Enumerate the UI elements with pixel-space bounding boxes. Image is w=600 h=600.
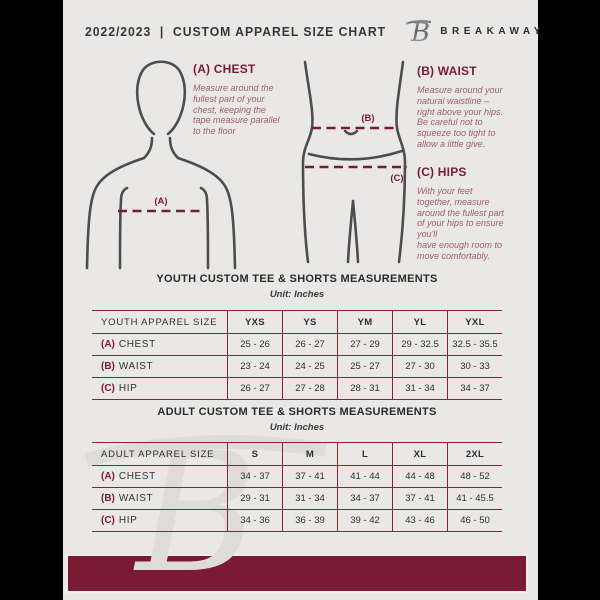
waist-heading: (B) WAIST <box>417 64 477 78</box>
waist-body-text: Measure around your natural waistline – … <box>417 85 504 149</box>
watermark-b-logo-icon: B <box>84 417 328 597</box>
youth-section-title: YOUTH CUSTOM TEE & SHORTS MEASUREMENTS <box>156 273 438 285</box>
page-title: 2022/2023 | CUSTOM APPAREL SIZE CHART <box>85 23 387 39</box>
chest-instruction: (A) CHEST Measure around the fullest par… <box>193 62 313 137</box>
chest-heading: (A) CHEST <box>193 62 256 76</box>
table-row: (C) HIP 26 - 27 27 - 28 28 - 31 31 - 34 3… <box>92 378 502 400</box>
table-row: (B) WAIST 29 - 31 31 - 34 34 - 37 37 - 41… <box>92 488 502 510</box>
right-shoulder-arm <box>176 156 237 270</box>
svg-text:B: B <box>410 18 430 46</box>
table-row: (C) HIP 34 - 36 36 - 39 39 - 42 43 - 46 4… <box>92 510 502 532</box>
waist-line-label: (B) <box>361 113 374 124</box>
hip-crease-line <box>307 149 404 161</box>
upper-body-figure: (A) <box>85 60 237 270</box>
youth-size-table: YOUTH APPAREL SIZE YXS YS YM YL YXL (A) C… <box>92 310 502 400</box>
document-header: 2022/2023 | CUSTOM APPAREL SIZE CHART B … <box>85 18 540 46</box>
navel-mark <box>343 129 359 136</box>
adult-size-table: ADULT APPAREL SIZE S M L XL 2XL (A) CHEST… <box>92 442 502 532</box>
chest-body-text: Measure around the fullest part of your … <box>193 83 280 137</box>
head-outline <box>135 60 187 136</box>
brand-name: BREAKAWAY <box>440 25 545 37</box>
footer-bar <box>66 554 528 593</box>
left-torso-leg <box>301 60 314 264</box>
waist-instruction: (B) WAIST Measure around your natural wa… <box>417 64 532 150</box>
chest-line-label: (A) <box>154 196 167 207</box>
brand-lockup: B BREAKAWAY <box>405 16 545 46</box>
lower-body-figure: (B) (C) <box>301 60 407 264</box>
breakaway-b-logo-icon: B <box>405 18 432 46</box>
adult-section-title: ADULT CUSTOM TEE & SHORTS MEASUREMENTS <box>157 406 437 418</box>
table-row: (A) CHEST 25 - 26 26 - 27 27 - 29 29 - 32… <box>92 334 502 356</box>
adult-unit-label: Unit: Inches <box>269 422 325 433</box>
youth-table-header-row: YOUTH APPAREL SIZE YXS YS YM YL YXL <box>92 311 502 334</box>
size-chart-document: 2022/2023 | CUSTOM APPAREL SIZE CHART B … <box>63 0 540 600</box>
hips-heading: (C) HIPS <box>417 165 467 179</box>
adult-table-header-row: ADULT APPAREL SIZE S M L XL 2XL <box>92 443 502 466</box>
youth-unit-label: Unit: Inches <box>269 289 325 300</box>
table-row: (B) WAIST 23 - 24 24 - 25 25 - 27 27 - 30… <box>92 356 502 378</box>
right-torso-leg <box>395 60 407 264</box>
left-shoulder-arm <box>85 156 146 270</box>
hips-body-text: With your feet together, measure around … <box>417 186 505 261</box>
table-row: (A) CHEST 34 - 37 37 - 41 41 - 44 44 - 48… <box>92 466 502 488</box>
hips-line-label: (C) <box>390 173 403 184</box>
hips-instruction: (C) HIPS With your feet together, measur… <box>417 165 532 262</box>
body-measurement-diagram: (A) (B) (C) <box>85 60 407 270</box>
